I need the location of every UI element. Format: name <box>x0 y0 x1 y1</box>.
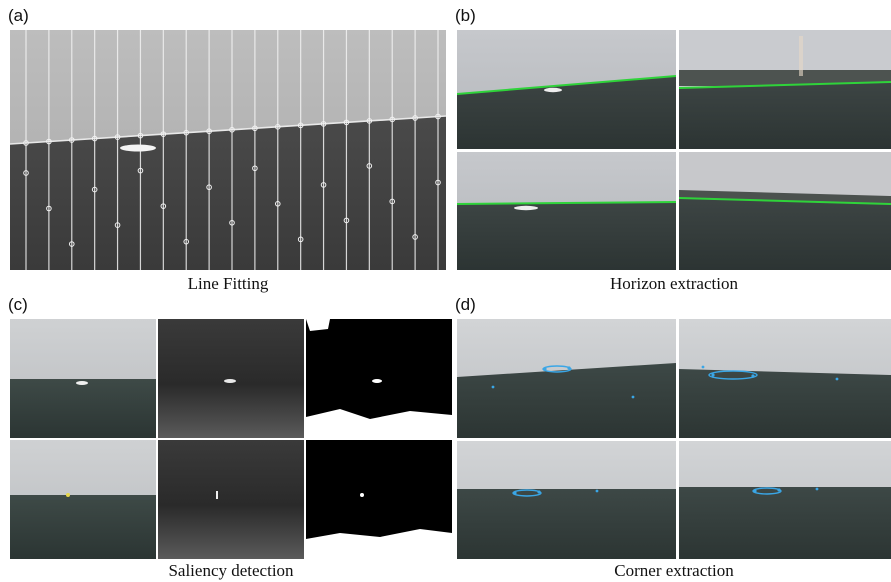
sample-point <box>46 138 52 145</box>
sample-point <box>160 203 167 209</box>
sample-point <box>46 205 52 212</box>
panel-c-caption: Saliency detection <box>168 561 294 580</box>
sample-point <box>206 128 212 135</box>
sample-point <box>160 131 167 137</box>
sample-point <box>252 165 258 172</box>
horizon-tile-4 <box>678 152 891 270</box>
sample-point <box>389 116 396 123</box>
corner-extraction-image <box>457 319 891 559</box>
sample-point <box>114 134 121 140</box>
saliency-detection-image <box>10 319 452 559</box>
sample-point <box>114 222 121 228</box>
panel-b-label: (b) <box>455 6 476 25</box>
sample-point <box>183 129 190 136</box>
panel-d-label: (d) <box>455 295 476 314</box>
sample-point <box>297 236 304 243</box>
sample-point <box>23 170 29 176</box>
sample-point <box>366 118 373 124</box>
horizon-extraction-image <box>457 30 891 270</box>
sample-point <box>137 132 144 139</box>
sample-point <box>320 121 327 127</box>
sample-point <box>297 122 304 129</box>
sample-point <box>68 241 75 247</box>
sample-point <box>229 126 235 133</box>
sample-point <box>137 167 144 174</box>
sample-point <box>412 234 418 240</box>
sample-point <box>389 198 396 205</box>
sample-point <box>343 119 350 126</box>
panel-a-label: (a) <box>8 6 29 25</box>
sample-point <box>91 186 98 193</box>
sample-point <box>23 140 29 146</box>
panel-c-label: (c) <box>8 295 28 314</box>
horizon-tile-1 <box>457 30 677 149</box>
sample-point <box>91 135 98 142</box>
sample-point <box>183 238 190 245</box>
sample-point <box>412 115 418 121</box>
sample-point <box>343 217 350 224</box>
panel-a-caption: Line Fitting <box>187 274 269 293</box>
sample-point <box>206 184 212 191</box>
sample-point <box>68 137 75 143</box>
sample-point <box>229 219 235 226</box>
sample-point <box>435 113 441 120</box>
sample-point <box>435 179 441 186</box>
panel-b-caption: Horizon extraction <box>610 274 738 293</box>
line-fitting-image <box>10 30 446 270</box>
horizon-tile-3 <box>457 152 677 270</box>
sample-point <box>274 201 281 207</box>
sample-point <box>252 125 258 132</box>
sample-point <box>366 163 373 169</box>
sample-point <box>274 124 281 130</box>
panel-d-caption: Corner extraction <box>614 561 734 580</box>
sample-point <box>320 182 327 188</box>
horizon-tile-2 <box>678 30 891 149</box>
